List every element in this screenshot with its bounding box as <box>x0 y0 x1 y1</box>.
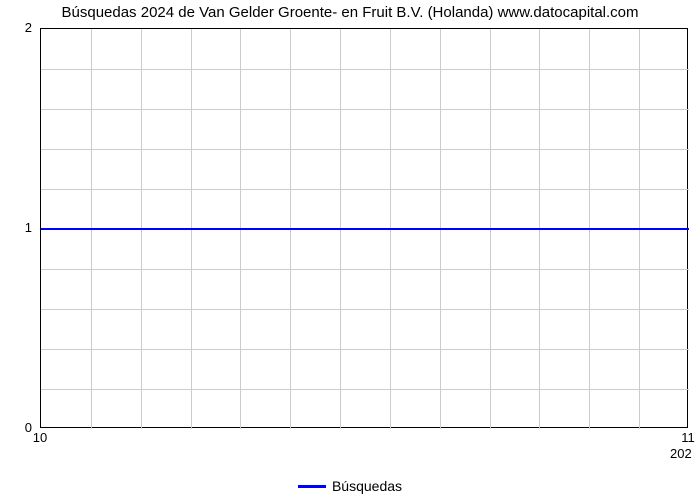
legend-label: Búsquedas <box>332 478 402 494</box>
grid-line-horizontal <box>41 349 689 350</box>
grid-line-horizontal <box>41 189 689 190</box>
grid-line-horizontal <box>41 309 689 310</box>
x-axis-tick-label: 11 <box>668 430 700 445</box>
grid-line-horizontal <box>41 69 689 70</box>
grid-line-horizontal <box>41 109 689 110</box>
line-chart: Búsquedas 2024 de Van Gelder Groente- en… <box>0 0 700 500</box>
grid-line-horizontal <box>41 269 689 270</box>
x-axis-sub-label: 202 <box>670 446 692 461</box>
grid-line-horizontal <box>41 389 689 390</box>
y-axis-tick-label: 2 <box>0 20 32 35</box>
y-axis-tick-label: 1 <box>0 220 32 235</box>
chart-title: Búsquedas 2024 de Van Gelder Groente- en… <box>0 4 700 21</box>
chart-legend: Búsquedas <box>0 478 700 494</box>
plot-area <box>40 28 688 428</box>
legend-swatch <box>298 485 326 488</box>
series-line <box>41 228 689 230</box>
grid-line-horizontal <box>41 149 689 150</box>
x-axis-tick-label: 10 <box>20 430 60 445</box>
